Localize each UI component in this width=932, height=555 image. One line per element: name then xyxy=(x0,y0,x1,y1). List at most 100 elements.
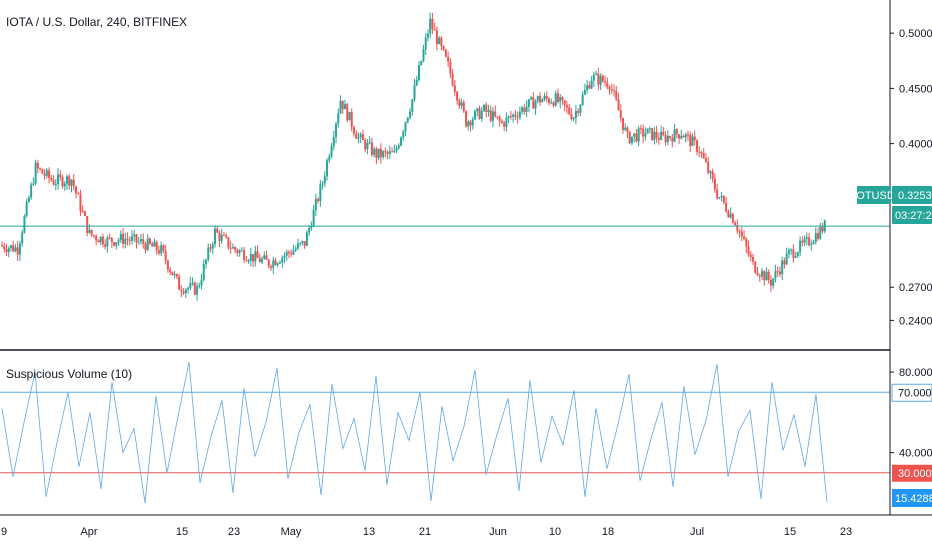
candle-body xyxy=(541,99,544,103)
candle-body xyxy=(43,173,46,176)
candle-body xyxy=(169,269,172,272)
candle-body xyxy=(39,168,42,170)
candle-body xyxy=(14,247,17,252)
candle-body xyxy=(503,122,506,127)
candle-body xyxy=(790,249,793,251)
candle-body xyxy=(9,245,12,249)
countdown-label: 03:27:28 xyxy=(895,210,932,222)
candle-body xyxy=(442,45,445,50)
price-tick-label: 0.4500 xyxy=(899,83,932,95)
candle-body xyxy=(296,243,299,249)
candle-body xyxy=(377,148,380,158)
candle-body xyxy=(695,140,698,152)
candle-body xyxy=(626,127,629,132)
candle-body xyxy=(523,107,526,113)
candle-body xyxy=(32,183,35,185)
candle-body xyxy=(68,176,71,186)
candle-body xyxy=(330,146,333,157)
symbol-tag-box xyxy=(857,186,891,204)
candle-body xyxy=(521,107,524,112)
candle-body xyxy=(66,176,69,184)
price-tick-label: 0.2700 xyxy=(899,282,932,294)
candle-body xyxy=(256,251,259,258)
candle-body xyxy=(613,90,616,92)
candle-body xyxy=(225,235,228,238)
candle-body xyxy=(630,136,633,144)
candle-body xyxy=(805,237,808,239)
candle-body xyxy=(559,97,562,102)
candle-body xyxy=(731,213,734,223)
candle-body xyxy=(153,241,156,247)
candle-body xyxy=(18,243,21,255)
candle-body xyxy=(285,251,288,256)
candle-body xyxy=(139,239,142,242)
candle-body xyxy=(740,231,743,237)
candle-body xyxy=(350,112,353,128)
candle-body xyxy=(769,279,772,286)
candle-body xyxy=(157,250,160,254)
candle-body xyxy=(323,176,326,184)
candle-body xyxy=(803,238,806,243)
candle-body xyxy=(348,112,351,121)
candle-body xyxy=(328,156,331,161)
candle-body xyxy=(92,235,95,237)
candle-body xyxy=(774,271,777,279)
candle-body xyxy=(469,121,472,126)
candle-body xyxy=(819,226,822,239)
candle-body xyxy=(5,249,8,253)
candle-body xyxy=(556,93,559,102)
indicator-pane[interactable]: Suspicious Volume (10) xyxy=(0,362,890,503)
candle-body xyxy=(319,184,322,202)
candle-body xyxy=(162,245,165,251)
candle-body xyxy=(561,97,564,101)
candle-body xyxy=(184,289,187,294)
candle-body xyxy=(471,119,474,126)
candle-body xyxy=(720,195,723,198)
candle-body xyxy=(763,271,766,281)
candle-body xyxy=(707,162,710,173)
candle-body xyxy=(379,148,382,158)
candle-body xyxy=(465,111,468,127)
price-tick-label: 0.5000 xyxy=(899,28,932,40)
candle-body xyxy=(314,198,317,211)
candle-body xyxy=(586,85,589,90)
candle-body xyxy=(449,61,452,74)
candle-body xyxy=(191,282,194,284)
candle-body xyxy=(72,179,75,187)
candle-body xyxy=(496,116,499,118)
candle-body xyxy=(88,229,91,233)
candle-body xyxy=(50,177,53,181)
candle-body xyxy=(303,241,306,246)
candle-body xyxy=(113,242,116,246)
candle-body xyxy=(480,110,483,119)
candle-body xyxy=(581,94,584,105)
time-axis[interactable]: 9 Apr 15 23 May 13 21 Jun 10 18 Jul 15 23 xyxy=(0,514,932,538)
candle-body xyxy=(1,245,3,247)
candle-body xyxy=(81,211,84,213)
candle-body xyxy=(485,104,488,113)
candle-body xyxy=(386,151,389,154)
candle-body xyxy=(400,137,403,146)
candle-body xyxy=(698,151,701,153)
candle-body xyxy=(518,111,521,118)
candle-body xyxy=(7,248,10,253)
candle-body xyxy=(597,73,600,85)
candle-body xyxy=(205,259,208,265)
candle-body xyxy=(579,104,582,113)
candle-body xyxy=(90,229,93,236)
candle-body xyxy=(384,151,387,153)
price-pane[interactable]: IOTA / U.S. Dollar, 240, BITFINEX xyxy=(0,12,890,301)
candle-body xyxy=(604,81,607,83)
candle-body xyxy=(491,111,494,121)
candle-body xyxy=(231,247,234,249)
candle-body xyxy=(243,250,246,261)
candle-body xyxy=(765,271,768,281)
candle-body xyxy=(70,179,73,186)
candle-body xyxy=(409,111,412,118)
candle-body xyxy=(554,93,557,106)
time-label: 13 xyxy=(363,526,375,538)
candle-body xyxy=(467,121,470,127)
candle-body xyxy=(783,260,786,265)
